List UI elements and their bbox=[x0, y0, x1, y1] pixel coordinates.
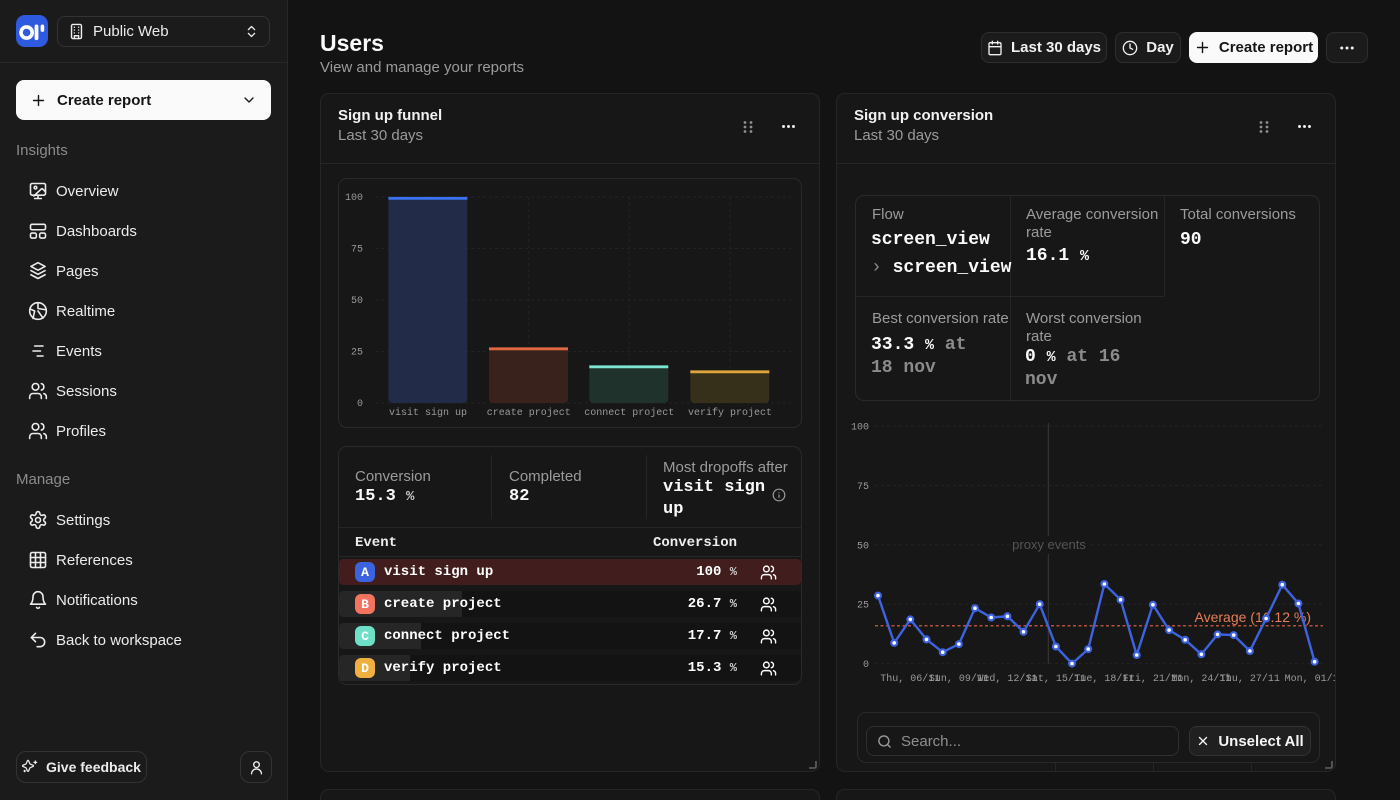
svg-text:connect project: connect project bbox=[584, 407, 674, 419]
svg-text:75: 75 bbox=[351, 245, 363, 256]
svg-text:Sat, 15/11: Sat, 15/11 bbox=[1026, 673, 1086, 685]
svg-text:0: 0 bbox=[863, 660, 869, 671]
svg-text:verify project: verify project bbox=[688, 407, 772, 419]
svg-text:100: 100 bbox=[345, 193, 363, 204]
svg-text:50: 50 bbox=[857, 541, 869, 552]
svg-text:Thu, 27/11: Thu, 27/11 bbox=[1220, 673, 1280, 685]
svg-text:25: 25 bbox=[351, 348, 363, 359]
svg-text:Mon, 24/11: Mon, 24/11 bbox=[1171, 673, 1231, 685]
svg-text:75: 75 bbox=[857, 482, 869, 493]
svg-text:create project: create project bbox=[487, 407, 571, 419]
svg-text:Tue, 18/11: Tue, 18/11 bbox=[1074, 673, 1134, 685]
svg-text:Wed, 12/11: Wed, 12/11 bbox=[977, 673, 1037, 685]
svg-text:50: 50 bbox=[351, 296, 363, 307]
svg-text:100: 100 bbox=[851, 423, 869, 434]
svg-text:Sun, 09/11: Sun, 09/11 bbox=[929, 673, 989, 685]
svg-text:visit sign up: visit sign up bbox=[389, 407, 467, 419]
svg-text:Average (16.12 %): Average (16.12 %) bbox=[1195, 609, 1311, 625]
svg-text:Mon, 01/12: Mon, 01/12 bbox=[1285, 673, 1335, 685]
svg-text:0: 0 bbox=[357, 399, 363, 410]
svg-text:proxy events: proxy events bbox=[1012, 537, 1086, 552]
svg-text:Fri, 21/11: Fri, 21/11 bbox=[1123, 673, 1183, 685]
svg-text:25: 25 bbox=[857, 601, 869, 612]
svg-text:Thu, 06/11: Thu, 06/11 bbox=[880, 673, 940, 685]
